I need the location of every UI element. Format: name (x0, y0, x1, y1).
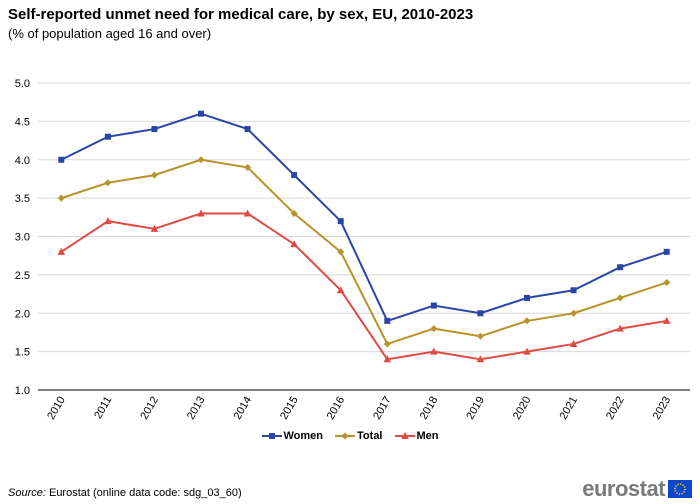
legend-label: Total (357, 430, 383, 442)
x-tick-label: 2023 (651, 395, 674, 422)
x-tick-label: 2011 (92, 395, 114, 421)
y-tick-label: 3.0 (15, 232, 30, 244)
data-point-men (616, 324, 624, 332)
data-point-women (477, 310, 484, 317)
x-tick-label: 2019 (464, 395, 487, 422)
data-point-total (104, 179, 112, 187)
series-line-men (60, 212, 667, 361)
y-tick-label: 3.5 (15, 193, 30, 205)
data-point-women (244, 126, 251, 133)
y-tick-label: 5.0 (15, 78, 30, 90)
series-line-total (60, 158, 668, 345)
y-tick-label: 4.5 (15, 116, 30, 128)
data-point-total (197, 156, 205, 164)
legend-label: Men (416, 430, 439, 442)
legend-marker-men (400, 432, 409, 439)
data-point-total (476, 332, 484, 340)
chart-legend: Women Total Men (0, 430, 700, 444)
x-tick-label: 2022 (604, 395, 627, 422)
legend-swatch-total (335, 432, 356, 440)
legend-item-men: Men (394, 430, 439, 442)
data-point-men (290, 240, 298, 248)
line-chart: 1.0 1.5 2.0 2.5 3.0 3.5 4.0 4.5 5.0 2010 2011 2012… (15, 78, 690, 422)
data-point-men (57, 247, 66, 255)
data-point-total (523, 317, 531, 325)
source-note: Source: Eurostat (online data code: sdg_… (8, 487, 242, 499)
series-lines (60, 112, 668, 361)
x-tick-label: 2020 (511, 395, 534, 422)
data-point-women (58, 156, 65, 163)
data-point-men (662, 316, 671, 324)
gridlines (38, 82, 690, 391)
data-point-women (524, 294, 530, 301)
data-point-women (617, 264, 624, 271)
data-point-total (150, 171, 158, 179)
y-tick-label: 1.0 (15, 385, 30, 397)
source-label: Source: (8, 487, 46, 499)
series-line-women (60, 112, 668, 322)
data-point-total (337, 248, 345, 256)
data-point-women (198, 110, 204, 117)
data-point-men (150, 224, 159, 232)
eurostat-logo: eurostat (582, 476, 692, 502)
eu-flag-icon (668, 480, 692, 498)
x-tick-label: 2021 (558, 395, 581, 422)
data-point-men (383, 355, 392, 363)
source-text: Eurostat (online data code: sdg_03_60) (45, 487, 242, 499)
data-point-total (616, 294, 624, 302)
data-point-men (243, 209, 252, 217)
data-point-total (383, 340, 391, 348)
data-point-women (337, 218, 344, 225)
data-point-total (290, 209, 298, 217)
legend-item-total: Total (335, 430, 383, 442)
legend-marker-total (341, 432, 349, 440)
data-point-women (151, 126, 158, 133)
data-point-men (104, 217, 112, 225)
y-tick-label: 2.0 (15, 308, 30, 320)
data-point-total (663, 279, 671, 287)
data-point-total (57, 194, 65, 202)
data-point-men (430, 347, 438, 355)
logo-text: eurostat (582, 476, 665, 501)
data-point-men (569, 339, 578, 347)
legend-label: Women (283, 430, 324, 442)
y-tick-label: 4.0 (15, 155, 30, 167)
legend-swatch-women (261, 433, 282, 439)
y-tick-label: 1.5 (15, 347, 30, 359)
data-point-women (104, 133, 111, 140)
x-tick-label: 2018 (418, 395, 441, 422)
legend-marker-women (268, 433, 275, 439)
data-point-women (570, 287, 577, 294)
x-tick-label: 2016 (325, 395, 348, 422)
data-point-women (430, 302, 437, 309)
series-markers (57, 110, 671, 363)
chart-subtitle: (% of population aged 16 and over) (8, 26, 212, 41)
data-point-women (663, 248, 670, 255)
chart-title: Self-reported unmet need for medical car… (8, 6, 474, 23)
data-point-total (570, 309, 578, 317)
y-axis-ticks: 1.0 1.5 2.0 2.5 3.0 3.5 4.0 4.5 5.0 (15, 78, 30, 397)
legend-swatch-men (394, 432, 415, 439)
data-point-men (336, 286, 345, 294)
data-point-women (384, 317, 391, 324)
x-tick-label: 2012 (138, 395, 161, 422)
data-point-total (430, 325, 438, 333)
x-tick-label: 2015 (278, 395, 301, 422)
data-point-men (197, 209, 205, 217)
data-point-men (476, 355, 485, 363)
legend-item-women: Women (261, 430, 324, 442)
data-point-total (244, 163, 252, 171)
y-tick-label: 2.5 (15, 270, 30, 282)
x-tick-label: 2017 (371, 395, 394, 422)
data-point-women (291, 172, 298, 179)
x-tick-label: 2010 (45, 395, 68, 422)
x-tick-label: 2014 (232, 395, 255, 422)
x-tick-label: 2013 (185, 395, 208, 422)
x-axis-ticks: 2010 2011 2012 2013 2014 2015 2016 2017 2018 2019… (45, 395, 673, 422)
data-point-men (523, 347, 531, 355)
